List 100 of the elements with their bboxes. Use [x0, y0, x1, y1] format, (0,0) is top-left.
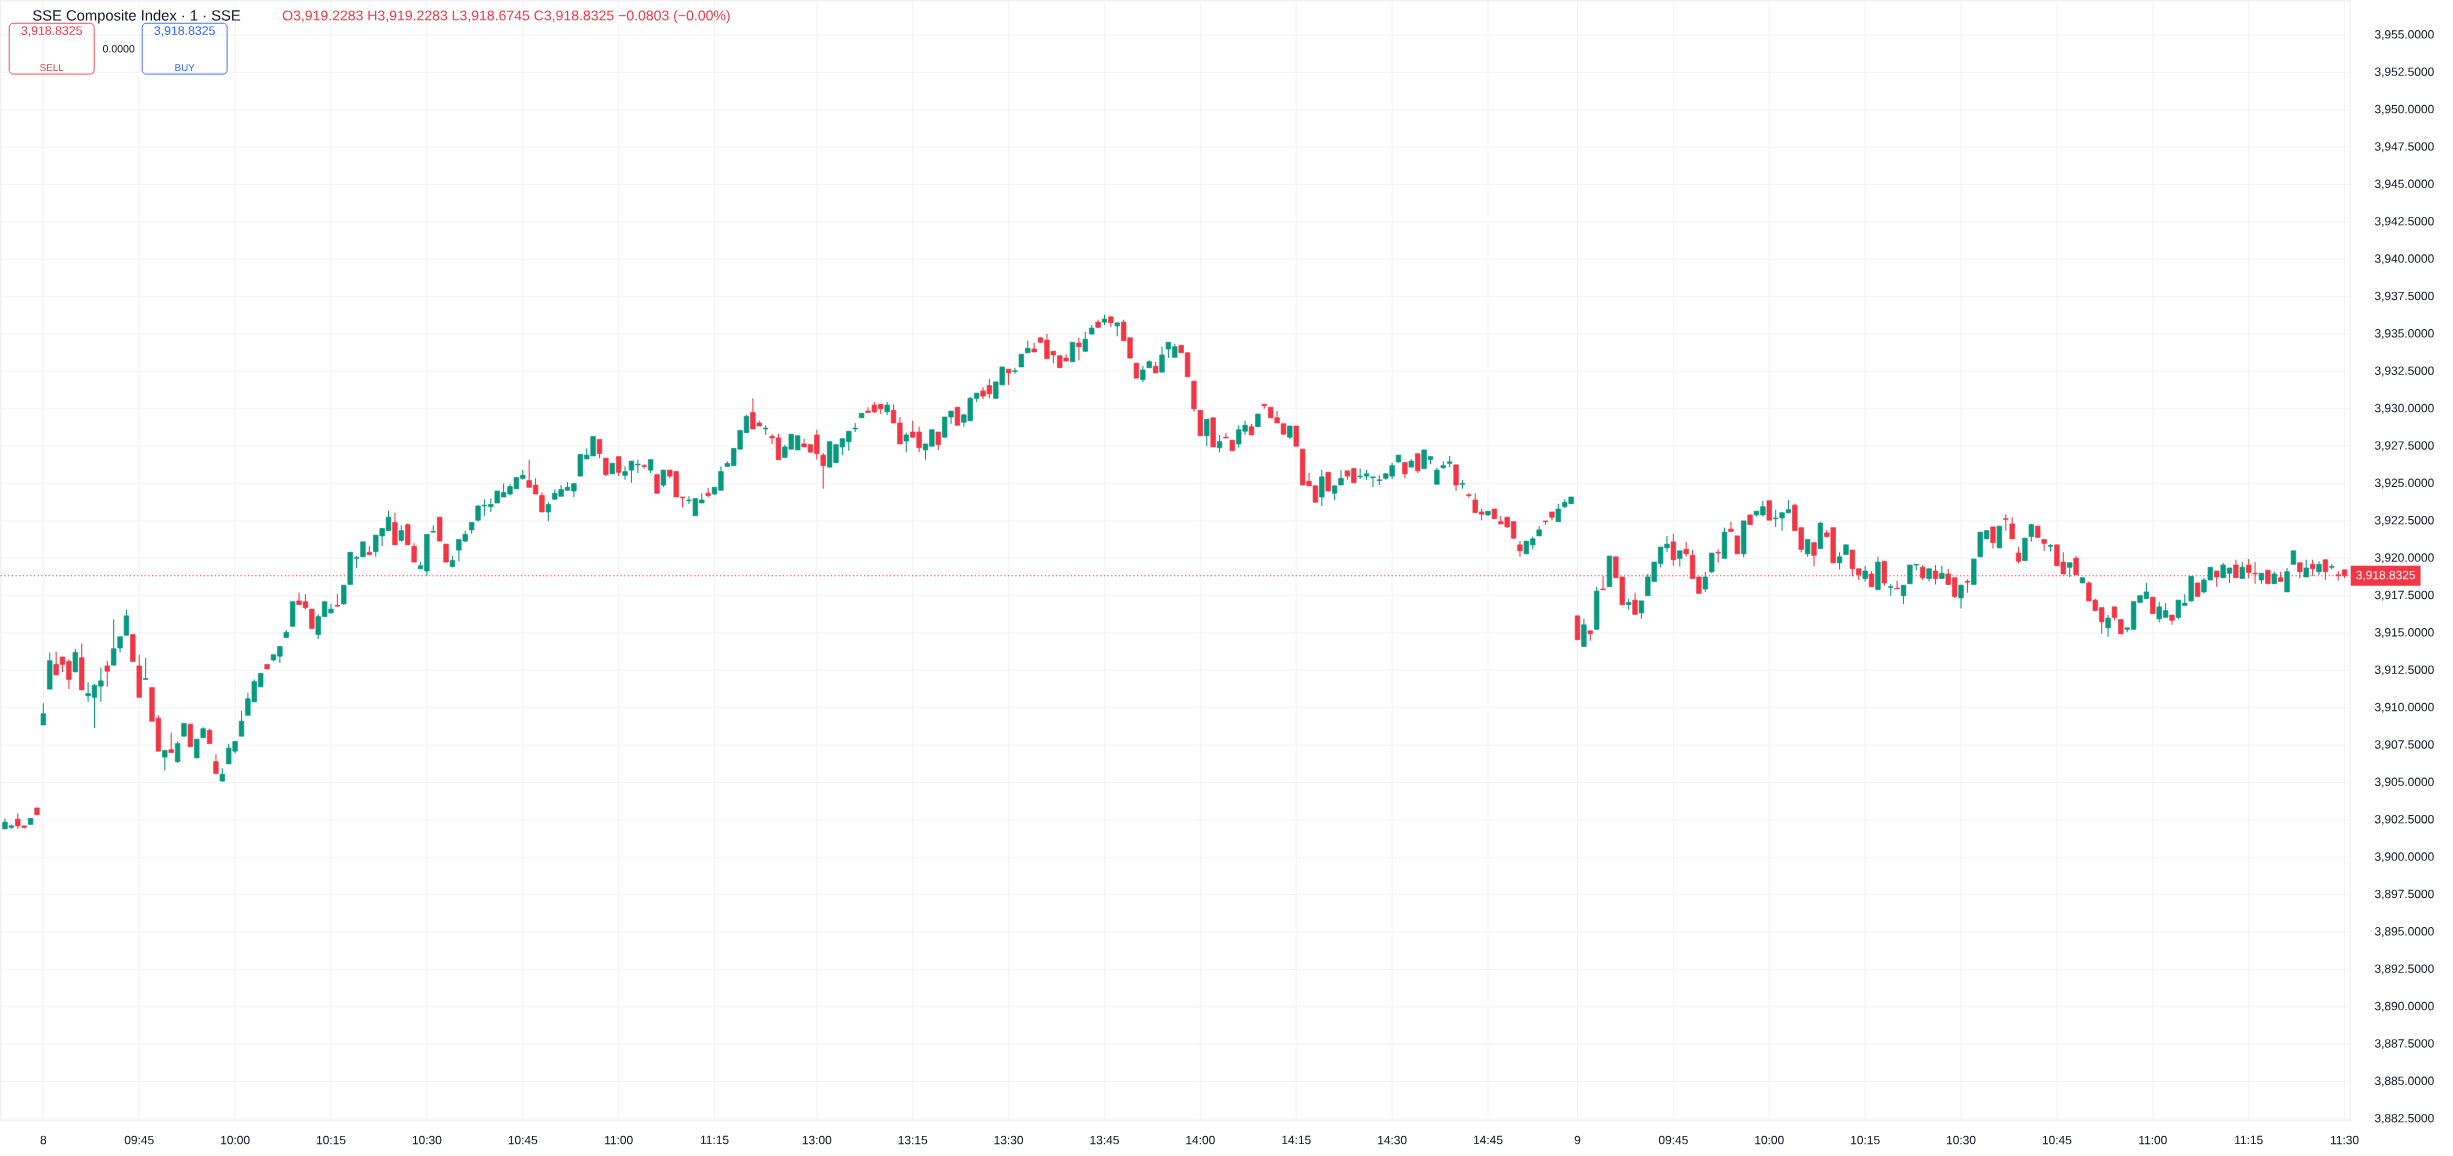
y-tick-label: 3,940.0000: [2374, 254, 2434, 265]
x-tick-label: 14:00: [1186, 1135, 1215, 1145]
y-tick-label: 3,892.5000: [2374, 964, 2434, 975]
y-tick-label: 3,907.5000: [2374, 740, 2434, 751]
candlestick: [2252, 561, 2258, 585]
candlestick: [1517, 540, 1523, 558]
x-tick-label: 13:30: [994, 1135, 1024, 1145]
x-tick-label: 10:30: [412, 1135, 442, 1145]
candlestick: [168, 731, 174, 754]
y-tick-label: 3,955.0000: [2374, 30, 2434, 41]
candlestick: [1932, 564, 1939, 586]
x-tick-label: 14:15: [1282, 1135, 1311, 1145]
candlestick: [187, 723, 194, 748]
y-tick-label: 3,897.5000: [2374, 889, 2434, 900]
candlestick: [40, 702, 46, 726]
candlestick: [1159, 346, 1165, 373]
candlestick: [341, 584, 347, 606]
candlestick: [596, 438, 603, 459]
candlestick: [1293, 425, 1299, 447]
x-tick-label: 13:45: [1090, 1135, 1119, 1145]
candlestick: [1766, 500, 1772, 521]
candlestick: [1574, 615, 1581, 641]
x-tick-label: 10:15: [1851, 1135, 1880, 1145]
annotation: BUY: [175, 64, 195, 72]
candlestick: [539, 492, 545, 513]
x-tick-label: 11:00: [2139, 1135, 2167, 1145]
candlestick: [545, 501, 551, 522]
y-tick-label: 3,882.5000: [2374, 1113, 2434, 1124]
candlestick: [616, 456, 622, 477]
y-tick-label: 3,930.0000: [2374, 403, 2434, 414]
x-tick-label: 10:45: [2042, 1135, 2072, 1145]
y-tick-label: 3,912.5000: [2374, 665, 2434, 676]
candlestick: [2041, 539, 2047, 552]
candlestick: [1632, 592, 1638, 615]
candlestick: [1939, 565, 1945, 580]
candlestick: [1319, 469, 1325, 507]
candlestick: [2284, 567, 2290, 593]
candlestick: [1076, 337, 1082, 361]
candlestick: [654, 474, 660, 494]
candlestick: [1996, 525, 2003, 549]
candlestick: [437, 516, 443, 542]
annotation: 3,918.8325: [154, 26, 215, 37]
y-tick-label: 3,887.5000: [2374, 1039, 2434, 1050]
candlestick: [1900, 584, 1907, 605]
x-tick-label: 10:45: [508, 1135, 538, 1145]
candlestick: [1715, 548, 1721, 564]
y-tick-label: 3,945.0000: [2374, 179, 2434, 190]
y-tick-label: 3,942.5000: [2374, 216, 2434, 227]
x-tick-label: 10:00: [1755, 1135, 1784, 1145]
candlestick: [104, 660, 110, 688]
y-tick-label: 3,905.0000: [2374, 777, 2434, 788]
y-tick-label: 3,937.5000: [2374, 291, 2434, 302]
x-tick-label: 13:15: [898, 1135, 928, 1145]
candlestick: [238, 710, 245, 737]
candlestick: [142, 657, 149, 680]
y-tick-label: 3,927.5000: [2374, 441, 2434, 452]
candlestick: [1811, 542, 1817, 568]
y-tick-label: 3,950.0000: [2374, 104, 2434, 115]
y-tick-label: 3,935.0000: [2374, 329, 2434, 340]
candlestick: [123, 609, 130, 636]
candlestick: [174, 740, 181, 764]
candlestick: [1581, 618, 1587, 648]
annotation: 3,918.8325: [21, 26, 82, 37]
y-tick-label: 3,885.0000: [2374, 1076, 2434, 1087]
y-tick-label: 3,902.5000: [2374, 814, 2434, 825]
candlestick: [309, 608, 315, 630]
x-tick-label: 13:00: [802, 1135, 832, 1145]
candlestick: [1069, 341, 1076, 363]
x-tick-label: 09:45: [124, 1135, 154, 1145]
candlestick: [2009, 516, 2015, 540]
y-tick-label: 3,920.0000: [2374, 553, 2434, 564]
candlestick: [1894, 580, 1900, 590]
y-tick-label: 3,922.5000: [2374, 515, 2434, 526]
y-tick-label: 3,915.0000: [2374, 628, 2434, 639]
y-tick-label: 3,910.0000: [2374, 702, 2434, 713]
x-tick-label: 14:30: [1378, 1135, 1407, 1145]
x-tick-label: 11:15: [700, 1135, 729, 1145]
candlestick: [162, 749, 168, 772]
candlestick: [1958, 584, 1964, 609]
annotation: 0.0000: [102, 45, 135, 53]
y-tick-label: 3,932.5000: [2374, 366, 2434, 377]
text: O3,919.2283 H3,919.2283 L3,918.6745 C3,918.8325 −0.0803 (−0.00%): [282, 10, 730, 24]
x-tick-label: 8: [40, 1135, 47, 1145]
candlestick: [194, 738, 200, 759]
annotation: SELL: [40, 64, 64, 72]
candlestick: [705, 487, 711, 499]
y-tick-label: 3,947.5000: [2374, 142, 2434, 153]
candlestick: [392, 512, 398, 546]
candlestick: [1223, 432, 1229, 439]
candlestick: [405, 522, 411, 546]
y-tick-label: 3,952.5000: [2374, 67, 2434, 78]
candlestick: [1453, 464, 1459, 492]
candlestick: [72, 648, 78, 673]
y-tick-label: 3,890.0000: [2374, 1001, 2434, 1012]
x-tick-label: 14:45: [1473, 1135, 1503, 1145]
candlestick: [1204, 418, 1210, 447]
text: SSE Composite Index · 1 · SSE: [33, 9, 241, 24]
y-tick-label: 3,917.5000: [2374, 590, 2434, 601]
candlestick: [1012, 367, 1018, 375]
y-tick-label: 3,925.0000: [2374, 478, 2434, 489]
